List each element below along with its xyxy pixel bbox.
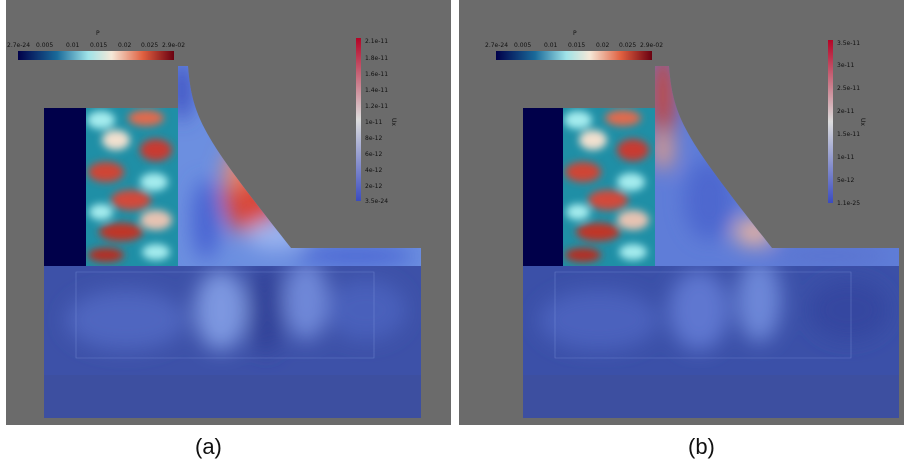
displacement-tick: 1e-11	[837, 154, 854, 161]
foundation	[44, 266, 421, 418]
displacement-tick: 4e-12	[365, 167, 382, 174]
reservoir-boundary	[523, 108, 563, 266]
displacement-tick: 1.5e-11	[837, 131, 860, 138]
pressure-colorbar-ticks: 2.7e-24 0.005 0.01 0.015 0.02 0.025 2.9e…	[485, 42, 663, 49]
pressure-tick: 0.01	[544, 42, 558, 49]
displacement-tick: 1e-11	[365, 119, 382, 126]
pressure-tick: 2.7e-24	[7, 42, 30, 49]
pressure-tick: 0.005	[514, 42, 531, 49]
displacement-colorbar-ticks: 2.1e-11 1.8e-11 1.6e-11 1.4e-11 1.2e-11 …	[365, 38, 388, 205]
displacement-tick: 3.5e-11	[837, 40, 860, 47]
displacement-tick: 1.1e-25	[837, 200, 860, 207]
reservoir-boundary	[44, 108, 86, 266]
displacement-tick: 2.5e-11	[837, 85, 860, 92]
pressure-colorbar-title: P	[573, 30, 577, 37]
pressure-tick: 0.015	[568, 42, 585, 49]
panel-b: P 2.7e-24 0.005 0.01 0.015 0.02 0.025 2.…	[459, 0, 904, 425]
pressure-tick: 2.9e-02	[640, 42, 663, 49]
displacement-tick: 2e-12	[365, 183, 382, 190]
panel-a-plot: P 2.7e-24 0.005 0.01 0.015 0.02 0.025 2.…	[7, 30, 421, 418]
displacement-colorbar-title: Ux	[859, 118, 866, 126]
displacement-tick: 1.4e-11	[365, 87, 388, 94]
displacement-tick: 2e-11	[837, 108, 854, 115]
pressure-tick: 0.01	[66, 42, 80, 49]
pressure-colorbar-gradient	[18, 51, 174, 60]
pressure-tick: 0.02	[596, 42, 610, 49]
displacement-tick: 6e-12	[365, 151, 382, 158]
pressure-tick: 2.9e-02	[162, 42, 185, 49]
pressure-colorbar-title: P	[96, 30, 100, 37]
displacement-colorbar-gradient	[356, 38, 361, 201]
pressure-tick: 0.025	[619, 42, 636, 49]
pressure-colorbar-ticks: 2.7e-24 0.005 0.01 0.015 0.02 0.025 2.9e…	[7, 42, 185, 49]
displacement-colorbar: Ux 2.1e-11 1.8e-11 1.6e-11 1.4e-11 1.2e-…	[356, 38, 397, 205]
displacement-tick: 2.1e-11	[365, 38, 388, 45]
pressure-tick: 0.005	[36, 42, 53, 49]
pressure-tick: 2.7e-24	[485, 42, 508, 49]
displacement-tick: 1.2e-11	[365, 103, 388, 110]
pressure-field	[86, 108, 178, 266]
dam-body	[655, 66, 899, 266]
pressure-field	[563, 108, 655, 266]
foundation	[523, 266, 899, 418]
caption-a: (a)	[195, 434, 222, 459]
displacement-tick: 3e-11	[837, 62, 854, 69]
displacement-colorbar-title: Ux	[390, 118, 397, 126]
displacement-colorbar: Ux 3.5e-11 3e-11 2.5e-11 2e-11 1.5e-11 1…	[828, 40, 866, 207]
pressure-colorbar: P 2.7e-24 0.005 0.01 0.015 0.02 0.025 2.…	[485, 30, 663, 60]
pressure-tick: 0.015	[90, 42, 107, 49]
displacement-tick: 3.5e-24	[365, 198, 388, 205]
pressure-tick: 0.02	[118, 42, 132, 49]
panel-a: P 2.7e-24 0.005 0.01 0.015 0.02 0.025 2.…	[6, 0, 451, 425]
displacement-tick: 1.8e-11	[365, 55, 388, 62]
pressure-colorbar-gradient	[496, 51, 652, 60]
displacement-tick: 5e-12	[837, 177, 854, 184]
displacement-tick: 1.6e-11	[365, 71, 388, 78]
displacement-colorbar-gradient	[828, 40, 833, 203]
panel-b-plot: P 2.7e-24 0.005 0.01 0.015 0.02 0.025 2.…	[485, 30, 899, 418]
displacement-colorbar-ticks: 3.5e-11 3e-11 2.5e-11 2e-11 1.5e-11 1e-1…	[837, 40, 860, 207]
caption-b: (b)	[688, 434, 715, 459]
pressure-tick: 0.025	[141, 42, 158, 49]
pressure-colorbar: P 2.7e-24 0.005 0.01 0.015 0.02 0.025 2.…	[7, 30, 185, 60]
displacement-tick: 8e-12	[365, 135, 382, 142]
